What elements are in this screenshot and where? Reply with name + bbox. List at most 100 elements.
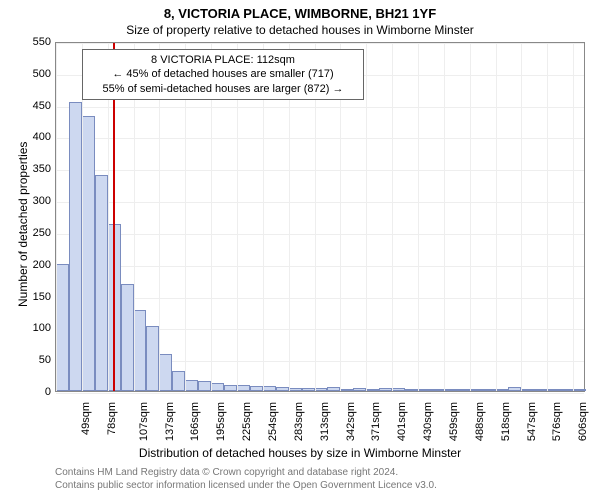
gridline-v xyxy=(521,43,522,391)
x-tick-label: 107sqm xyxy=(138,402,150,441)
gridline-h xyxy=(56,138,584,139)
y-tick-label: 150 xyxy=(25,291,51,303)
x-tick-label: 283sqm xyxy=(293,402,305,441)
histogram-bar xyxy=(134,310,147,391)
callout-line: 8 VICTORIA PLACE: 112sqm xyxy=(89,53,357,67)
histogram-bar xyxy=(315,388,328,391)
gridline-v xyxy=(573,43,574,391)
x-tick-label: 576sqm xyxy=(552,402,564,441)
x-axis-title: Distribution of detached houses by size … xyxy=(0,446,600,460)
gridline-h xyxy=(56,234,584,235)
x-tick-label: 254sqm xyxy=(267,402,279,441)
x-tick-label: 195sqm xyxy=(215,402,227,441)
x-tick-label: 49sqm xyxy=(80,402,92,435)
histogram-bar xyxy=(470,389,483,391)
histogram-bar xyxy=(289,388,302,391)
y-tick-label: 500 xyxy=(25,68,51,80)
plot-area: 8 VICTORIA PLACE: 112sqm← 45% of detache… xyxy=(55,42,585,392)
x-tick-label: 313sqm xyxy=(319,402,331,441)
gridline-v xyxy=(496,43,497,391)
chart-container: 8, VICTORIA PLACE, WIMBORNE, BH21 1YF Si… xyxy=(0,0,600,500)
gridline-v xyxy=(366,43,367,391)
gridline-v xyxy=(470,43,471,391)
histogram-bar xyxy=(56,264,69,391)
x-tick-label: 371sqm xyxy=(371,402,383,441)
histogram-bar xyxy=(405,389,418,391)
y-tick-label: 400 xyxy=(25,131,51,143)
x-tick-label: 225sqm xyxy=(241,402,253,441)
histogram-bar xyxy=(302,388,315,391)
gridline-h xyxy=(56,393,584,394)
y-tick-label: 550 xyxy=(25,36,51,48)
gridline-v xyxy=(392,43,393,391)
footer-attribution: Contains HM Land Registry data © Crown c… xyxy=(55,466,437,492)
footer-line-2: Contains public sector information licen… xyxy=(55,479,437,492)
histogram-bar xyxy=(431,389,444,391)
gridline-v xyxy=(418,43,419,391)
histogram-bar xyxy=(366,389,379,391)
y-tick-label: 300 xyxy=(25,195,51,207)
histogram-bar xyxy=(82,116,95,391)
histogram-bar xyxy=(224,385,237,391)
histogram-bar xyxy=(95,175,108,391)
histogram-bar xyxy=(521,389,534,391)
histogram-bar xyxy=(250,386,263,391)
histogram-bar xyxy=(146,326,159,391)
y-tick-label: 100 xyxy=(25,322,51,334)
page-title: 8, VICTORIA PLACE, WIMBORNE, BH21 1YF xyxy=(0,0,600,21)
histogram-bar xyxy=(379,388,392,391)
gridline-h xyxy=(56,266,584,267)
histogram-bar xyxy=(211,383,224,391)
x-tick-label: 166sqm xyxy=(190,402,202,441)
histogram-bar xyxy=(573,389,586,391)
callout-line: ← 45% of detached houses are smaller (71… xyxy=(89,67,357,81)
x-tick-label: 137sqm xyxy=(164,402,176,441)
x-tick-label: 459sqm xyxy=(448,402,460,441)
y-tick-label: 350 xyxy=(25,163,51,175)
histogram-bar xyxy=(418,389,431,391)
x-tick-label: 430sqm xyxy=(422,402,434,441)
x-tick-label: 547sqm xyxy=(526,402,538,441)
histogram-bar xyxy=(185,380,198,391)
histogram-bar xyxy=(496,389,509,391)
x-tick-label: 518sqm xyxy=(500,402,512,441)
callout-line: 55% of semi-detached houses are larger (… xyxy=(89,82,357,96)
histogram-bar xyxy=(392,388,405,391)
gridline-v xyxy=(56,43,57,391)
histogram-bar xyxy=(237,385,250,391)
histogram-bar xyxy=(198,381,211,391)
histogram-bar xyxy=(159,354,172,391)
gridline-h xyxy=(56,170,584,171)
histogram-bar xyxy=(172,371,185,391)
histogram-bar xyxy=(534,389,547,391)
histogram-bar xyxy=(560,389,573,391)
y-tick-label: 250 xyxy=(25,227,51,239)
histogram-bar xyxy=(353,388,366,391)
x-tick-label: 78sqm xyxy=(106,402,118,435)
y-tick-label: 200 xyxy=(25,259,51,271)
gridline-h xyxy=(56,202,584,203)
histogram-bar xyxy=(69,102,82,391)
histogram-bar xyxy=(483,389,496,391)
gridline-h xyxy=(56,107,584,108)
x-tick-label: 488sqm xyxy=(474,402,486,441)
x-tick-label: 606sqm xyxy=(577,402,589,441)
histogram-bar xyxy=(444,389,457,391)
histogram-bar xyxy=(457,389,470,391)
histogram-bar xyxy=(327,387,340,391)
gridline-h xyxy=(56,298,584,299)
page-subtitle: Size of property relative to detached ho… xyxy=(0,21,600,37)
histogram-bar xyxy=(121,284,134,391)
gridline-v xyxy=(547,43,548,391)
x-tick-label: 342sqm xyxy=(345,402,357,441)
histogram-bar xyxy=(508,387,521,391)
callout-box: 8 VICTORIA PLACE: 112sqm← 45% of detache… xyxy=(82,49,364,100)
footer-line-1: Contains HM Land Registry data © Crown c… xyxy=(55,466,437,479)
x-tick-label: 401sqm xyxy=(396,402,408,441)
histogram-bar xyxy=(276,387,289,391)
y-tick-label: 450 xyxy=(25,100,51,112)
y-tick-label: 0 xyxy=(25,386,51,398)
histogram-bar xyxy=(547,389,560,391)
histogram-bar xyxy=(263,386,276,391)
y-tick-label: 50 xyxy=(25,354,51,366)
